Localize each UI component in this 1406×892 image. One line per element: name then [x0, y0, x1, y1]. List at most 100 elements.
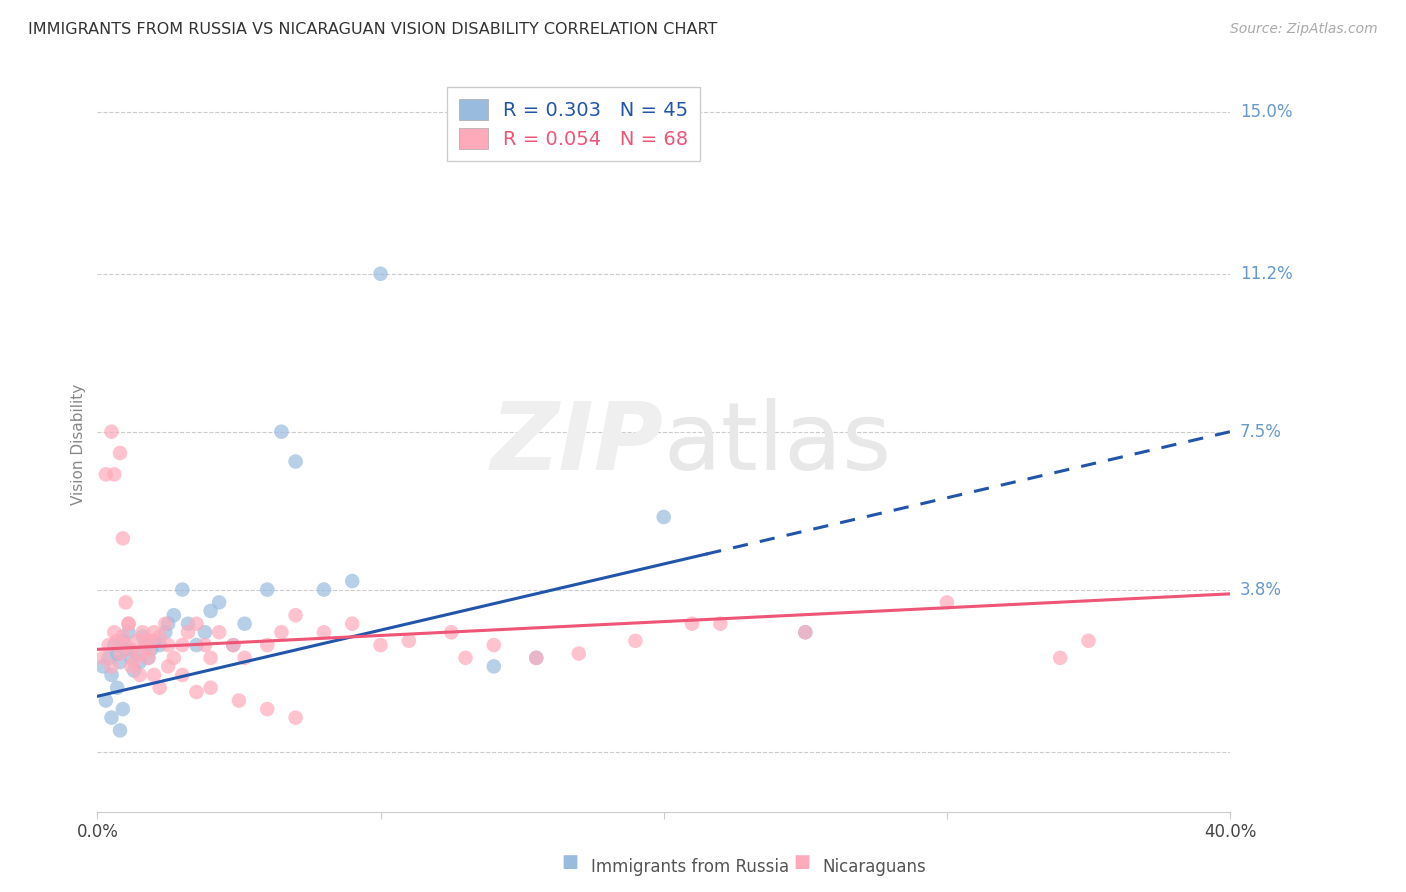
Point: [94, 693, 117, 707]
Point: [149, 681, 172, 695]
Point: [233, 651, 256, 665]
Point: [111, 633, 134, 648]
Point: [342, 616, 364, 631]
Point: [163, 608, 186, 623]
Point: [624, 633, 647, 648]
Point: [97, 651, 120, 665]
Point: [125, 633, 148, 648]
Point: [128, 668, 150, 682]
Point: [270, 425, 292, 439]
Point: [440, 625, 463, 640]
Text: 15.0%: 15.0%: [1240, 103, 1292, 120]
Point: [131, 625, 153, 640]
Point: [105, 681, 128, 695]
Point: [652, 510, 675, 524]
Point: [1077, 633, 1099, 648]
Point: [111, 532, 134, 546]
Text: ZIP: ZIP: [491, 399, 664, 491]
Point: [128, 647, 150, 661]
Point: [141, 633, 163, 648]
Point: [131, 630, 153, 644]
Point: [312, 625, 335, 640]
Point: [794, 625, 817, 640]
Point: [108, 647, 131, 661]
Point: [200, 681, 222, 695]
Point: [200, 651, 222, 665]
Point: [157, 638, 180, 652]
Point: [270, 625, 292, 640]
Point: [103, 467, 125, 482]
Point: [100, 711, 122, 725]
Point: [149, 638, 172, 652]
Point: [122, 664, 145, 678]
Point: [100, 659, 122, 673]
Point: [120, 642, 142, 657]
Point: [120, 659, 142, 673]
Point: [105, 633, 128, 648]
Legend: R = 0.303   N = 45, R = 0.054   N = 68: R = 0.303 N = 45, R = 0.054 N = 68: [447, 87, 700, 161]
Text: Immigrants from Russia: Immigrants from Russia: [591, 858, 789, 876]
Point: [1049, 651, 1071, 665]
Point: [200, 604, 222, 618]
Point: [136, 651, 159, 665]
Point: [108, 446, 131, 460]
Text: Nicaraguans: Nicaraguans: [823, 858, 927, 876]
Point: [122, 655, 145, 669]
Point: [91, 659, 114, 673]
Point: [100, 668, 122, 682]
Point: [398, 633, 420, 648]
Point: [136, 642, 159, 657]
Point: [524, 651, 547, 665]
Point: [177, 625, 200, 640]
Point: [256, 638, 278, 652]
Point: [194, 638, 217, 652]
Point: [186, 685, 208, 699]
Point: [370, 267, 392, 281]
Point: [794, 625, 817, 640]
Point: [91, 651, 114, 665]
Point: [103, 625, 125, 640]
Text: ■: ■: [793, 853, 810, 871]
Point: [141, 642, 163, 657]
Text: atlas: atlas: [664, 399, 891, 491]
Text: 3.8%: 3.8%: [1240, 581, 1282, 599]
Point: [143, 625, 166, 640]
Point: [157, 616, 180, 631]
Point: [208, 625, 231, 640]
Point: [256, 702, 278, 716]
Point: [342, 574, 364, 588]
Point: [155, 616, 177, 631]
Point: [163, 651, 186, 665]
Point: [568, 647, 591, 661]
Point: [172, 638, 194, 652]
Point: [134, 633, 156, 648]
Point: [120, 651, 142, 665]
Text: Source: ZipAtlas.com: Source: ZipAtlas.com: [1230, 22, 1378, 37]
Point: [103, 638, 125, 652]
Point: [117, 616, 139, 631]
Point: [149, 630, 172, 644]
Point: [681, 616, 703, 631]
Point: [172, 668, 194, 682]
Point: [177, 616, 200, 631]
Point: [256, 582, 278, 597]
Text: 7.5%: 7.5%: [1240, 423, 1282, 441]
Point: [143, 633, 166, 648]
Point: [105, 647, 128, 661]
Point: [284, 608, 307, 623]
Point: [128, 655, 150, 669]
Point: [117, 625, 139, 640]
Point: [524, 651, 547, 665]
Point: [117, 616, 139, 631]
Point: [482, 638, 505, 652]
Point: [186, 616, 208, 631]
Point: [155, 625, 177, 640]
Point: [233, 616, 256, 631]
Point: [709, 616, 731, 631]
Point: [136, 651, 159, 665]
Point: [108, 723, 131, 738]
Point: [114, 595, 136, 609]
Point: [100, 425, 122, 439]
Point: [143, 668, 166, 682]
Point: [370, 638, 392, 652]
